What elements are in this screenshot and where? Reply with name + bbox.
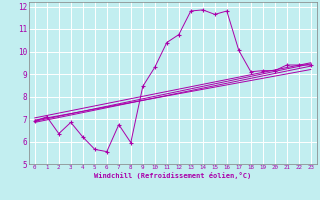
X-axis label: Windchill (Refroidissement éolien,°C): Windchill (Refroidissement éolien,°C) bbox=[94, 172, 252, 179]
